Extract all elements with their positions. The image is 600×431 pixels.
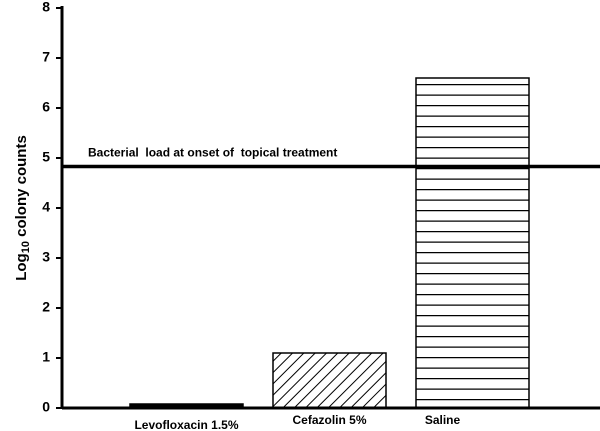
y-label-rest: colony counts	[13, 135, 30, 241]
y-tick-label: 5	[42, 149, 50, 165]
y-tick-label: 1	[42, 349, 50, 365]
y-tick-label: 3	[42, 249, 50, 265]
y-tick-label: 7	[42, 49, 50, 65]
y-tick-label: 4	[42, 199, 50, 215]
y-tick-label: 2	[42, 299, 50, 315]
x-tick-label: Saline	[425, 413, 461, 427]
reference-label: Bacterial load at onset of topical treat…	[88, 146, 337, 160]
y-axis-label: Log10 colony counts	[13, 135, 32, 281]
y-tick-label: 6	[42, 99, 50, 115]
x-tick-label: Levofloxacin 1.5%	[134, 418, 238, 431]
y-tick-label: 0	[42, 399, 50, 415]
y-tick-label: 8	[42, 0, 50, 15]
bar	[272, 352, 387, 409]
y-label-subscript: 10	[20, 241, 32, 253]
bar	[415, 77, 530, 409]
x-tick-label: Cefazolin 5%	[292, 413, 366, 427]
y-label-base: Log	[13, 253, 30, 281]
